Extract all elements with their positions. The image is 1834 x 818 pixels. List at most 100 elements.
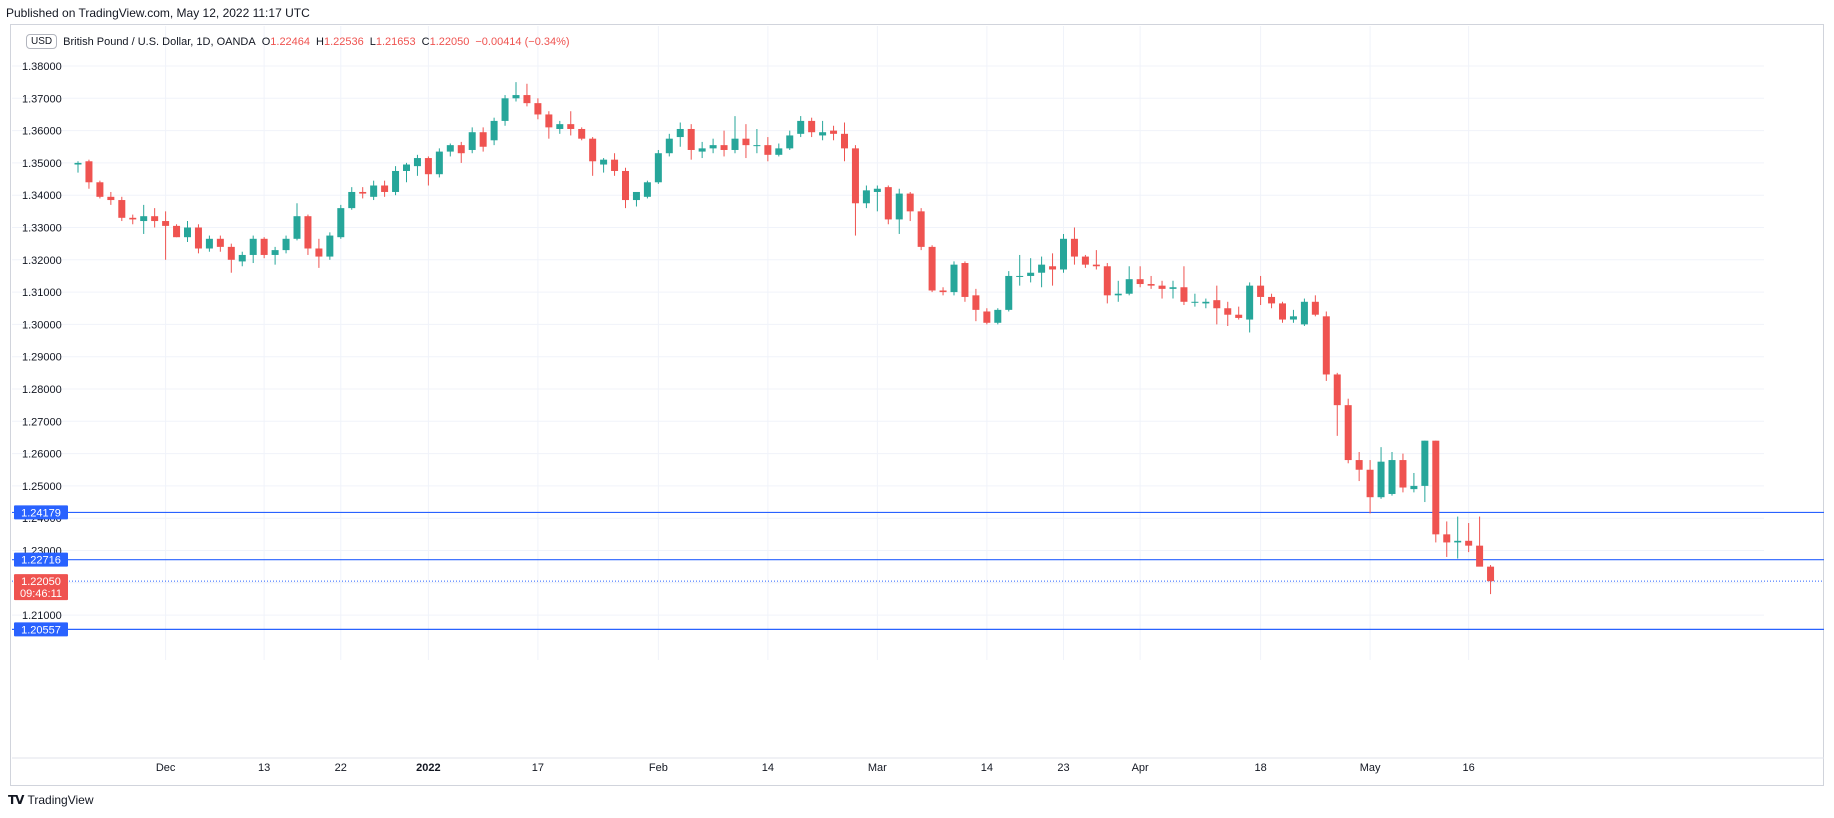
candle bbox=[96, 180, 104, 199]
tradingview-logo-icon[interactable]: 𝗧𝗩 bbox=[8, 793, 25, 807]
x-tick-label: Apr bbox=[1132, 762, 1149, 774]
candle-body bbox=[1366, 469, 1374, 498]
candle bbox=[85, 159, 93, 189]
candle-body bbox=[632, 191, 640, 201]
candle-body bbox=[950, 264, 958, 293]
x-tick-label: 23 bbox=[1057, 762, 1069, 774]
candle-body bbox=[819, 132, 827, 136]
candle-body bbox=[1125, 279, 1133, 294]
candle-body bbox=[589, 138, 597, 162]
candle bbox=[162, 211, 170, 260]
candle bbox=[1476, 516, 1484, 567]
candle-body bbox=[851, 148, 859, 204]
candle bbox=[282, 235, 290, 254]
candle-body bbox=[1081, 256, 1089, 265]
horizontal-lines bbox=[12, 511, 1824, 631]
candle bbox=[1081, 254, 1089, 268]
candle bbox=[808, 117, 816, 138]
candle bbox=[381, 180, 389, 197]
candle-body bbox=[545, 114, 553, 128]
candle bbox=[1060, 233, 1067, 273]
x-tick-label: Dec bbox=[156, 762, 176, 774]
candle-body bbox=[359, 191, 367, 194]
candle bbox=[851, 145, 859, 236]
candle bbox=[764, 137, 772, 162]
candle-body bbox=[96, 182, 104, 197]
candle bbox=[1410, 472, 1418, 493]
candle bbox=[1268, 293, 1276, 309]
price-label-badge: 1.24179 bbox=[14, 505, 68, 520]
price-label-text: 1.24179 bbox=[21, 507, 61, 519]
price-label-text: 1.22716 bbox=[21, 555, 61, 567]
candle bbox=[545, 111, 553, 139]
candle bbox=[359, 187, 367, 199]
price-label-bg bbox=[14, 574, 68, 601]
candle-body bbox=[1016, 275, 1024, 277]
candle bbox=[786, 130, 794, 150]
candle bbox=[830, 125, 838, 141]
x-tick-label: May bbox=[1360, 762, 1381, 774]
candle-body bbox=[534, 103, 542, 115]
low-label: L bbox=[369, 35, 376, 48]
candle-body bbox=[205, 238, 213, 249]
candle-body bbox=[928, 246, 936, 291]
candle-body bbox=[315, 248, 323, 257]
candle bbox=[1092, 250, 1100, 270]
candle bbox=[1224, 301, 1232, 327]
footer-brand[interactable]: TradingView bbox=[27, 793, 94, 807]
candle-body bbox=[490, 120, 498, 141]
change-value: −0.00414 (−0.34%) bbox=[475, 35, 570, 48]
candle-body bbox=[698, 148, 706, 152]
currency-badge[interactable]: USD bbox=[26, 34, 58, 49]
y-tick-label: 1.36000 bbox=[22, 126, 62, 138]
candle-body bbox=[1092, 264, 1100, 267]
candle bbox=[315, 238, 323, 268]
candles bbox=[74, 82, 1495, 595]
candle-body bbox=[337, 208, 345, 238]
candle bbox=[118, 196, 126, 222]
candle-body bbox=[1202, 301, 1210, 304]
candle-body bbox=[1235, 314, 1243, 318]
candle bbox=[227, 243, 235, 273]
candle-body bbox=[1279, 303, 1286, 320]
price-markers: 1.241791.227161.205571.219911.2205009:46… bbox=[14, 505, 68, 637]
candle bbox=[490, 117, 498, 146]
candle-body bbox=[457, 145, 465, 154]
grid-lines bbox=[12, 26, 1764, 660]
candle-body bbox=[1410, 485, 1418, 490]
candle-body bbox=[370, 185, 378, 197]
candle bbox=[403, 162, 410, 183]
x-tick-label: 14 bbox=[762, 762, 774, 774]
candle bbox=[184, 221, 191, 243]
candle-body bbox=[830, 130, 838, 134]
price-label-text: 1.20557 bbox=[21, 624, 61, 636]
candle bbox=[435, 148, 443, 178]
candle bbox=[654, 149, 662, 184]
candle bbox=[140, 204, 148, 234]
symbol-title[interactable]: British Pound / U.S. Dollar, 1D, OANDA bbox=[63, 35, 256, 48]
candle bbox=[1114, 280, 1122, 302]
candle bbox=[775, 143, 783, 157]
candle bbox=[271, 246, 279, 265]
candle-body bbox=[140, 216, 148, 222]
candle-body bbox=[1344, 405, 1352, 461]
candle-body bbox=[293, 216, 301, 239]
open-label: O bbox=[261, 35, 271, 48]
candle bbox=[1388, 451, 1396, 496]
price-axis: 1.38000 1.37000 1.36000 1.35000 1.34000 1.330… bbox=[22, 61, 62, 622]
candle-body bbox=[479, 132, 487, 147]
ohlc-low: L1.21653 bbox=[370, 36, 416, 48]
high-label: H bbox=[316, 35, 324, 48]
y-tick-label: 1.21000 bbox=[22, 610, 62, 622]
candle-body bbox=[808, 120, 816, 133]
candle bbox=[326, 232, 334, 260]
price-label-bg bbox=[14, 622, 68, 637]
candle-body bbox=[994, 309, 1002, 323]
candle-body bbox=[753, 145, 761, 147]
candle-body bbox=[271, 250, 279, 255]
candle-body bbox=[786, 135, 794, 149]
x-tick-label: 17 bbox=[532, 762, 544, 774]
candle-body bbox=[260, 238, 268, 255]
